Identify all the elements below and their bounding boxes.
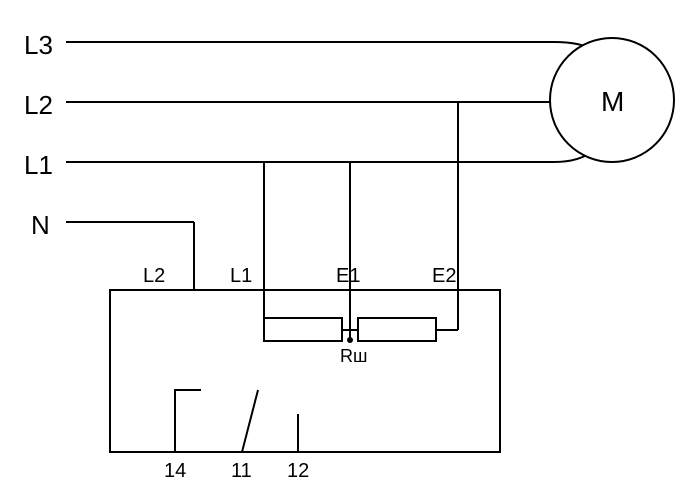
label-14: 14 — [164, 460, 186, 483]
label-11: 11 — [231, 460, 252, 483]
label-box-l2: L2 — [143, 265, 165, 288]
resistor-1 — [264, 318, 342, 341]
label-e1: E1 — [336, 265, 360, 288]
label-l1: L1 — [24, 150, 53, 181]
wiring — [66, 38, 674, 452]
contact-14 — [175, 390, 201, 452]
resistor-2 — [358, 318, 436, 341]
label-n: N — [31, 210, 50, 241]
label-m: M — [601, 86, 624, 118]
label-rsh: Rш — [340, 346, 367, 367]
control-box — [110, 290, 500, 452]
label-12: 12 — [287, 460, 309, 483]
label-box-l1: L1 — [230, 265, 252, 288]
shunt-node — [347, 337, 353, 343]
contact-11-blade — [242, 390, 258, 452]
label-l2: L2 — [24, 90, 53, 121]
label-e2: E2 — [432, 265, 456, 288]
label-l3: L3 — [24, 30, 53, 61]
